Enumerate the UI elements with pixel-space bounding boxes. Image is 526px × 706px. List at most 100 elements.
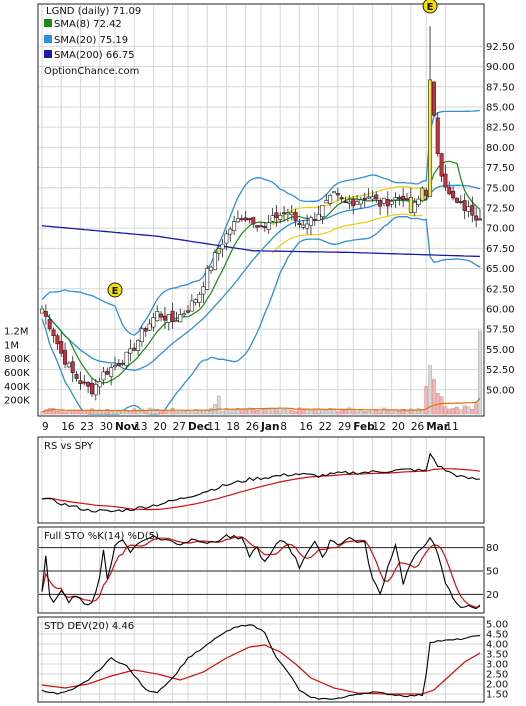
candle-body bbox=[101, 371, 106, 381]
date-tick-label: 11 bbox=[445, 421, 458, 433]
std-tick-label: 1.50 bbox=[486, 690, 508, 701]
volume-bar bbox=[378, 411, 382, 415]
volume-bar bbox=[140, 408, 144, 415]
volume-bar bbox=[362, 410, 367, 415]
price-tick-label: 90.00 bbox=[486, 62, 515, 73]
volume-bar bbox=[166, 411, 171, 415]
volume-bar bbox=[105, 409, 110, 415]
volume-bar bbox=[82, 410, 87, 415]
candle-body bbox=[224, 233, 229, 244]
volume-bar bbox=[270, 407, 275, 415]
candle-body bbox=[420, 187, 425, 201]
volume-bar bbox=[443, 406, 448, 415]
volume-bar bbox=[286, 408, 290, 415]
volume-bar bbox=[159, 410, 163, 415]
volume-bar bbox=[355, 411, 359, 415]
candle-body bbox=[66, 362, 71, 368]
chart-title: LGND (daily) 71.09 bbox=[46, 6, 141, 17]
candle-body bbox=[251, 217, 256, 225]
volume-bar bbox=[389, 411, 394, 415]
candle-body bbox=[39, 308, 44, 314]
candle-body bbox=[335, 193, 340, 196]
sto-title: Full STO %K(14) %D(5) bbox=[44, 531, 159, 542]
volume-bar bbox=[297, 407, 302, 415]
volume-bar bbox=[247, 407, 252, 415]
std-axis: 5.004.504.003.503.002.502.001.50 bbox=[486, 620, 508, 701]
candle-body bbox=[63, 350, 68, 365]
candle-body bbox=[447, 186, 452, 195]
volume-bar bbox=[262, 408, 267, 415]
date-tick-label: 18 bbox=[226, 421, 239, 433]
price-tick-label: 67.50 bbox=[486, 244, 515, 255]
candle-body bbox=[132, 347, 137, 351]
earnings-label: E bbox=[427, 2, 434, 13]
volume-bar bbox=[428, 365, 432, 415]
volume-bar bbox=[63, 411, 67, 415]
volume-bar bbox=[93, 411, 98, 415]
candle-body bbox=[209, 266, 214, 272]
candle-body bbox=[301, 224, 306, 228]
candle-body bbox=[381, 197, 386, 204]
candle-body bbox=[270, 215, 275, 222]
volume-bar bbox=[274, 409, 279, 415]
earnings-marker bbox=[107, 282, 123, 298]
candle-body bbox=[362, 197, 367, 201]
date-tick-label: Dec bbox=[188, 421, 210, 433]
candle-body bbox=[401, 195, 406, 201]
price-tick-label: 62.50 bbox=[486, 284, 515, 295]
candle-body bbox=[278, 214, 283, 220]
legend-sma8: SMA(8) 72.42 bbox=[54, 19, 122, 30]
candle-body bbox=[474, 215, 479, 221]
candle-body bbox=[151, 317, 156, 328]
candle-body bbox=[170, 310, 175, 322]
volume-bar bbox=[209, 407, 213, 415]
candle-body bbox=[166, 314, 171, 323]
earnings-marker bbox=[422, 0, 438, 14]
volume-bar bbox=[232, 409, 236, 415]
volume-bar bbox=[455, 406, 459, 415]
volume-tick-label: 400K bbox=[4, 382, 30, 393]
candle-body bbox=[393, 197, 398, 201]
std-tick-label: 3.00 bbox=[486, 660, 508, 671]
volume-bar bbox=[55, 411, 60, 415]
candle-body bbox=[243, 217, 248, 221]
date-tick-label: 29 bbox=[338, 421, 351, 433]
std-tick-label: 4.00 bbox=[486, 640, 508, 651]
candle-body bbox=[116, 362, 121, 366]
candle-body bbox=[182, 313, 187, 316]
watermark: OptionChance.com bbox=[44, 66, 139, 77]
candle-body bbox=[305, 223, 310, 229]
volume-bar bbox=[193, 409, 198, 415]
volume-bar bbox=[405, 410, 409, 415]
volume-bar bbox=[40, 411, 44, 415]
candle-body bbox=[97, 381, 102, 388]
volume-bar bbox=[328, 408, 333, 415]
candle-body bbox=[331, 191, 336, 194]
candle-body bbox=[320, 205, 325, 217]
volume-bar bbox=[51, 408, 56, 415]
price-tick-label: 57.50 bbox=[486, 325, 515, 336]
price-tick-label: 77.50 bbox=[486, 163, 515, 174]
legend-swatch-sma8 bbox=[44, 19, 52, 27]
volume-bar bbox=[309, 410, 313, 415]
candle-body bbox=[43, 311, 48, 317]
std-tick-label: 2.50 bbox=[486, 670, 508, 681]
sto-tick-label: 20 bbox=[486, 590, 499, 601]
volume-bar bbox=[458, 409, 463, 415]
date-tick-label: 30 bbox=[100, 421, 113, 433]
volume-bar bbox=[451, 408, 455, 415]
volume-bar bbox=[128, 411, 133, 415]
price-panel: 92.50 90.00 87.50 85.00 82.50 80.00 77.50 75.00… bbox=[4, 0, 515, 417]
volume-bar bbox=[424, 386, 429, 415]
volume-bar bbox=[178, 411, 183, 415]
date-tick-label: 11 bbox=[207, 421, 220, 433]
candle-body bbox=[324, 200, 329, 204]
candle-body bbox=[228, 228, 233, 235]
date-tick-label: 27 bbox=[173, 421, 186, 433]
candle-body bbox=[454, 197, 459, 203]
date-tick-label: Nov bbox=[115, 421, 138, 433]
candle-body bbox=[162, 315, 167, 321]
date-tick-label: 9 bbox=[42, 421, 49, 433]
candle-body bbox=[282, 212, 287, 215]
